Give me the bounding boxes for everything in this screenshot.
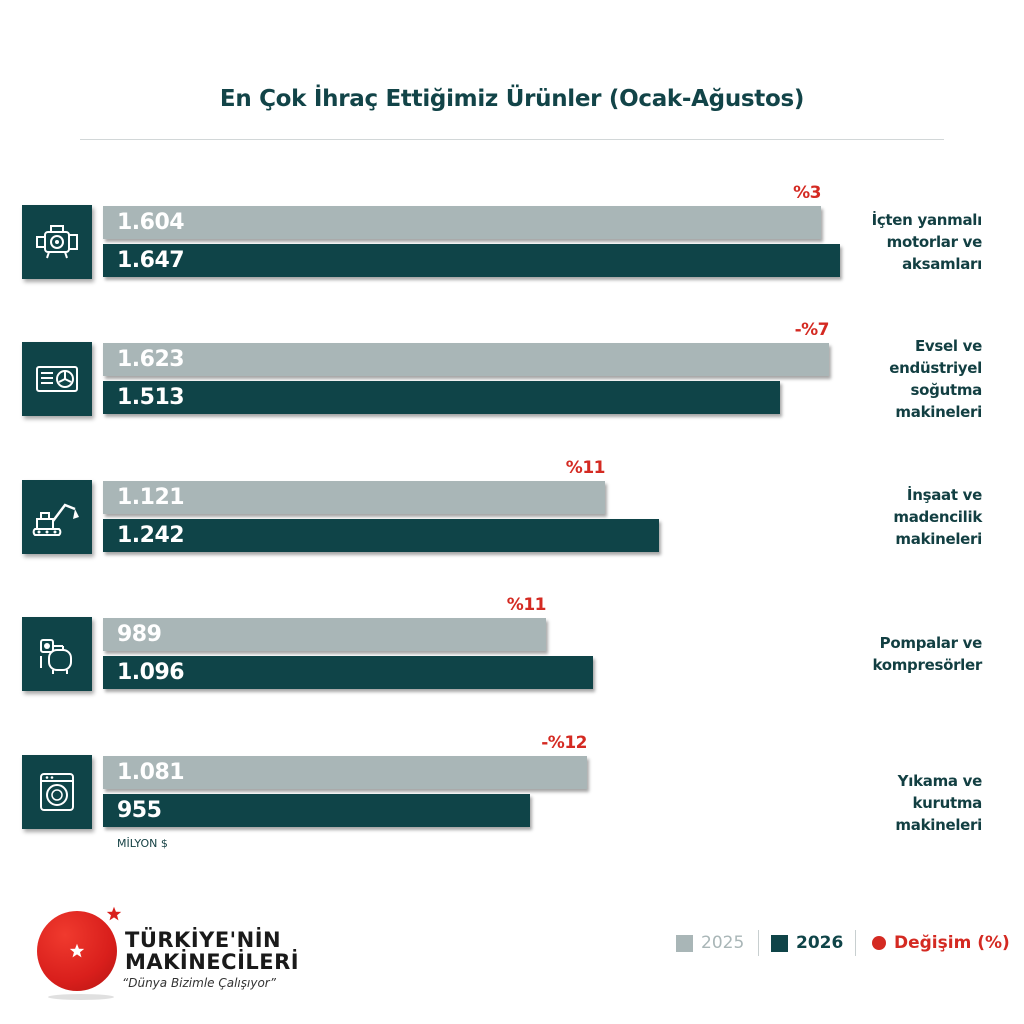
bar-2025: 989 [103, 618, 546, 651]
category-label-line: İçten yanmalı [871, 211, 983, 229]
logo-star-white-icon [69, 943, 85, 958]
chart-group: 989 1.096 %11 Pompalar ve kompresörler [0, 595, 1024, 697]
category-icon-box [22, 755, 92, 829]
category-label: Pompalar ve kompresörler [832, 632, 982, 676]
category-label-line: soğutma [910, 381, 983, 399]
bar-2025: 1.623 [103, 343, 829, 376]
category-label-line: Yıkama ve kurutma [897, 772, 983, 812]
category-label-line: motorlar ve [886, 233, 983, 251]
bar-value-label: 1.604 [117, 210, 185, 235]
bar-value-label: 989 [117, 622, 162, 647]
category-label: Evsel ve endüstriyel soğutma makineleri [832, 335, 982, 423]
chart-title: En Çok İhraç Ettiğimiz Ürünler (Ocak-Ağu… [219, 86, 805, 112]
unit-label: MİLYON $ [117, 837, 168, 850]
change-label: %3 [793, 183, 821, 203]
legend-item-2026: 2026 [771, 930, 843, 956]
refrigeration-unit-icon [36, 366, 78, 392]
chart-group: 1.121 1.242 %11 İnşaat ve madencilik makinele… [0, 458, 1024, 560]
category-label-line: madencilik [893, 508, 982, 526]
washing-machine-icon [40, 773, 74, 811]
chart-group: 1.604 1.647 %3 İçten yanmalı motorlar ve aksa… [0, 183, 1024, 285]
change-label: %11 [565, 458, 606, 478]
chart-group: 1.623 1.513 -%7 Evsel ve endüstriyel soğutma m… [0, 320, 1024, 423]
bar-value-label: 1.081 [117, 760, 185, 785]
change-label: -%12 [541, 733, 587, 753]
bar-2026: 1.096 [103, 656, 593, 689]
category-label: İnşaat ve madencilik makineleri [832, 484, 982, 550]
category-icon-box [22, 205, 92, 279]
bar-2026: 1.242 [103, 519, 659, 552]
legend: 2025 2026 Değişim (%) [0, 930, 1024, 956]
legend-separator [855, 930, 856, 956]
bar-2026: 1.513 [103, 381, 780, 414]
bar-value-label: 955 [117, 798, 162, 823]
bar-value-label: 1.096 [117, 660, 185, 685]
category-label-line: makineleri [895, 816, 982, 834]
legend-item-change: Değişim (%) [872, 930, 1010, 956]
legend-item-2025: 2025 [676, 930, 744, 956]
legend-dot-change [872, 936, 886, 950]
category-icon-box [22, 342, 92, 416]
bar-2025: 1.081 [103, 756, 587, 789]
logo-text-line1: TÜRKİYE'NİN [125, 928, 282, 952]
chart-group: 1.081 955 -%12 Yıkama ve kurutma makineleri [0, 733, 1024, 836]
excavator-icon [32, 503, 79, 536]
logo-star-red-icon [106, 906, 122, 921]
change-label: -%7 [794, 320, 830, 340]
bar-value-label: 1.623 [117, 347, 185, 372]
legend-swatch-2025 [676, 934, 693, 952]
logo-shadow [48, 994, 114, 1000]
category-label-line: Pompalar ve [879, 634, 983, 652]
category-label-line: aksamları [902, 255, 982, 273]
category-icon-box [22, 617, 92, 691]
category-label: Yıkama ve kurutma makineleri [832, 770, 982, 836]
logo-emblem [37, 911, 117, 991]
category-label-line: kompresörler [872, 656, 982, 674]
category-label-line: makineleri [895, 530, 982, 548]
category-label: İçten yanmalı motorlar ve aksamları [832, 209, 983, 275]
bar-2026: 1.647 [103, 244, 840, 277]
category-label-line: İnşaat ve [906, 486, 982, 504]
bar-2026: 955 [103, 794, 530, 827]
engine-icon [36, 225, 78, 259]
legend-separator [758, 930, 759, 956]
category-label-line: Evsel ve [914, 337, 982, 355]
bar-value-label: 1.647 [117, 248, 185, 273]
category-label-line: makineleri [895, 403, 982, 421]
bar-value-label: 1.242 [117, 523, 185, 548]
legend-swatch-2026 [771, 934, 788, 952]
legend-label-2025: 2025 [701, 933, 745, 953]
bar-2025: 1.604 [103, 206, 821, 239]
change-label: %11 [506, 595, 547, 615]
bar-value-label: 1.121 [117, 485, 185, 510]
bar-value-label: 1.513 [117, 385, 185, 410]
category-label-line: endüstriyel [889, 359, 982, 377]
category-icon-box [22, 480, 92, 554]
pump-icon [40, 639, 72, 674]
legend-label-change: Değişim (%) [894, 933, 1010, 953]
bar-2025: 1.121 [103, 481, 605, 514]
title-divider [80, 139, 944, 140]
logo-text-line2: MAKİNECİLERİ [125, 950, 300, 974]
logo-slogan: “Dünya Bizimle Çalışıyor” [122, 976, 276, 990]
legend-label-2026: 2026 [796, 933, 844, 953]
